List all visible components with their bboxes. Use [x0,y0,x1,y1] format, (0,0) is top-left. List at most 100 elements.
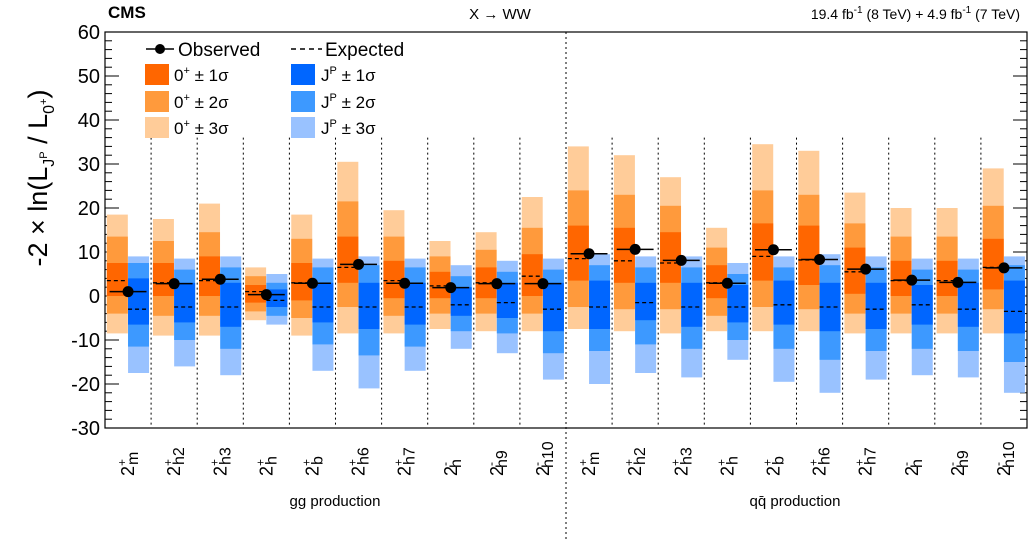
x-tick-label: 2+h [253,456,280,476]
observed-point [629,243,641,255]
sm-1sigma-band [337,236,359,283]
alt-1sigma-band [128,278,150,325]
legend-alt-2sigma-swatch [291,91,315,112]
x-tick-label: 2+h7 [853,447,880,476]
x-tick-label: 2+h6 [807,447,834,476]
alt-1sigma-band [220,282,242,327]
alt-1sigma-band [1003,280,1025,334]
alt-1sigma-band [312,282,334,323]
y-tick-label: 30 [78,154,100,176]
y-tick-label: 0 [89,286,100,308]
observed-point [399,277,411,289]
x-tick-label: 2-h [899,459,926,476]
y-tick-label: -30 [71,418,100,440]
sm-1sigma-band [152,263,174,296]
alt-1sigma-band [542,282,564,332]
legend-observed-marker [155,44,165,54]
alt-1sigma-band [635,282,657,321]
alt-1sigma-band [727,285,749,323]
alt-1sigma-band [865,282,887,329]
sm-1sigma-band [890,260,912,296]
observed-point [353,258,365,270]
legend-sm-1sigma-label: 0+ ± 1σ [174,65,229,85]
sm-1sigma-band [199,256,221,296]
legend-alt-3sigma-label: JP ± 3σ [321,118,376,138]
experiment-label: CMS [108,3,146,22]
observed-point [445,282,457,294]
sm-1sigma-band [752,223,774,281]
sm-1sigma-band [245,285,267,303]
x-tick-label: 2+h3 [207,447,234,476]
x-tick-label: 2+h3 [668,447,695,476]
alt-1sigma-band [773,280,795,325]
x-tick-label: 2-h [438,459,465,476]
qq-production-label: qq̄ production [750,493,841,510]
x-tick-label: 2-h9 [484,450,511,476]
observed-point [214,273,226,285]
plot-area: -30 -20 -10 0 10 20 30 40 50 60 2+m 2+h2 2+h3 2+h 2+b 2… [71,22,1028,540]
x-tick-label: 2+h2 [622,447,649,476]
legend-alt-2sigma-label: JP ± 2σ [321,92,376,112]
sm-1sigma-band [844,247,866,294]
observed-point [721,277,733,289]
alt-1sigma-band [589,280,611,329]
x-tick-label: 2+b [299,456,326,476]
x-tick-label: 2-h9 [945,450,972,476]
x-tick-label: 2+h2 [161,447,188,476]
sm-1sigma-band [291,263,313,301]
sm-1sigma-band [383,260,405,299]
observed-point [675,254,687,266]
x-tick-label: 2-h10 [991,441,1018,476]
sm-1sigma-band [429,271,451,299]
legend-sm-3sigma-label: 0+ ± 3σ [174,118,229,138]
y-tick-label: 10 [78,242,100,264]
y-tick-label: 50 [78,66,100,88]
alt-1sigma-band [496,282,518,318]
gg-production-label: gg production [290,493,381,510]
observed-point [168,278,180,290]
alt-1sigma-band [450,287,472,316]
sm-1sigma-band [936,260,958,296]
legend-alt-1sigma-label: JP ± 1σ [321,65,376,85]
legend-sm-2sigma-label: 0+ ± 2σ [174,92,229,112]
sm-1sigma-band [521,254,543,296]
observed-point [306,277,318,289]
observed-point [767,244,779,256]
y-tick-label: 20 [78,198,100,220]
alt-1sigma-band [681,282,703,327]
x-tick-label: 2+m [576,452,603,476]
alt-1sigma-band [404,282,426,325]
y-tick-label: 40 [78,110,100,132]
observed-point [260,289,272,301]
sm-1sigma-band [660,232,682,283]
sm-1sigma-band [982,238,1004,290]
legend-sm-2sigma-swatch [145,91,169,112]
legend-alt-1sigma-swatch [291,64,315,85]
alt-1sigma-band [957,282,979,327]
y-tick-label: -10 [71,330,100,352]
observed-point [491,278,503,290]
legend-sm-3sigma-swatch [145,117,169,138]
luminosity-label: 19.4 fb-1 (8 TeV) + 4.9 fb-1 (7 TeV) [811,5,1020,22]
observed-point [998,262,1010,274]
x-tick-label: 2+h [714,456,741,476]
x-tick-label: 2+b [760,456,787,476]
y-axis-label: -2 × ln(LJP / L0+) [23,89,58,266]
legend-expected-label: Expected [325,40,404,61]
observed-point [814,253,826,265]
sm-1sigma-band [706,265,728,299]
observed-point [860,263,872,275]
observed-point [122,286,134,298]
observed-point [906,274,918,286]
legend: Observed Expected 0+ ± 1σ 0+ ± 2σ 0+ ± 3… [145,40,404,138]
sm-1sigma-band [798,225,820,285]
legend-observed-label: Observed [178,40,260,61]
legend-alt-3sigma-swatch [291,117,315,138]
sm-1sigma-band [613,227,635,283]
x-tick-label: 2+m [115,452,142,476]
observed-point [952,276,964,288]
x-tick-label: 2-h10 [530,441,557,476]
x-tick-label: 2+h6 [346,447,373,476]
legend-sm-1sigma-swatch [145,64,169,85]
